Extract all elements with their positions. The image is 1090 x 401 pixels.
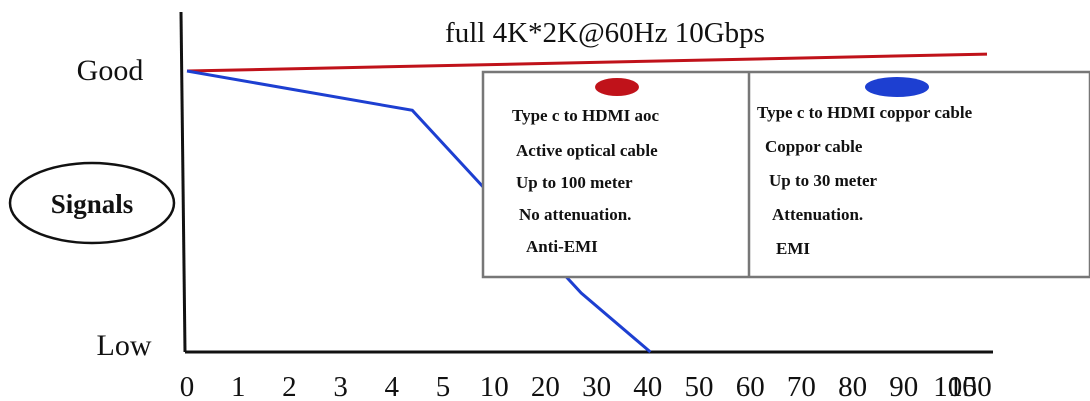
x-tick-label: 4 <box>385 371 400 401</box>
x-tick-label: 80 <box>838 371 867 401</box>
y-axis-label-group: Signals <box>8 161 176 245</box>
x-tick-label: 30 <box>582 371 611 401</box>
x-tick-label: 20 <box>531 371 560 401</box>
x-tick-label: 0 <box>180 371 195 401</box>
y-axis-label: Signals <box>51 189 134 219</box>
x-tick-label: 100 <box>933 371 977 401</box>
y-axis-line <box>179 11 187 353</box>
x-tick-label: 90 <box>889 371 918 401</box>
x-tick-label: 40 <box>633 371 662 401</box>
x-tick-label: 150 <box>948 371 992 401</box>
x-tick-label: 5 <box>436 371 451 401</box>
legend-aoc-line-5: Anti-EMI <box>526 237 598 256</box>
legend-box <box>481 70 1090 279</box>
legend-marker-copper <box>865 77 929 97</box>
x-tick-label: 3 <box>333 371 348 401</box>
x-tick-label: 60 <box>736 371 765 401</box>
x-tick-label: 70 <box>787 371 816 401</box>
legend-aoc-line-4: No attenuation. <box>519 205 631 224</box>
legend: Type c to HDMI aoc Active optical cable … <box>481 70 1090 279</box>
x-tick-label: 1 <box>231 371 246 401</box>
series-aoc-line <box>186 52 988 73</box>
x-tick-label: 10 <box>480 371 509 401</box>
legend-copper-line-5: EMI <box>776 239 810 258</box>
x-tick-label: 50 <box>685 371 714 401</box>
legend-copper-line-3: Up to 30 meter <box>769 171 878 190</box>
legend-aoc-line-1: Type c to HDMI aoc <box>512 106 659 125</box>
legend-copper-line-1: Type c to HDMI coppor cable <box>757 103 973 122</box>
chart-title: full 4K*2K@60Hz 10Gbps <box>445 17 765 49</box>
x-tick-label: 2 <box>282 371 297 401</box>
legend-copper-line-4: Attenuation. <box>772 205 863 224</box>
legend-aoc-line-2: Active optical cable <box>516 141 658 160</box>
legend-copper-line-2: Coppor cable <box>765 137 863 156</box>
y-axis-label-ellipse <box>8 161 176 245</box>
legend-marker-aoc <box>595 78 639 96</box>
legend-aoc-line-3: Up to 100 meter <box>516 173 633 192</box>
y-tick-good: Good <box>77 54 144 87</box>
y-tick-low: Low <box>97 329 152 362</box>
